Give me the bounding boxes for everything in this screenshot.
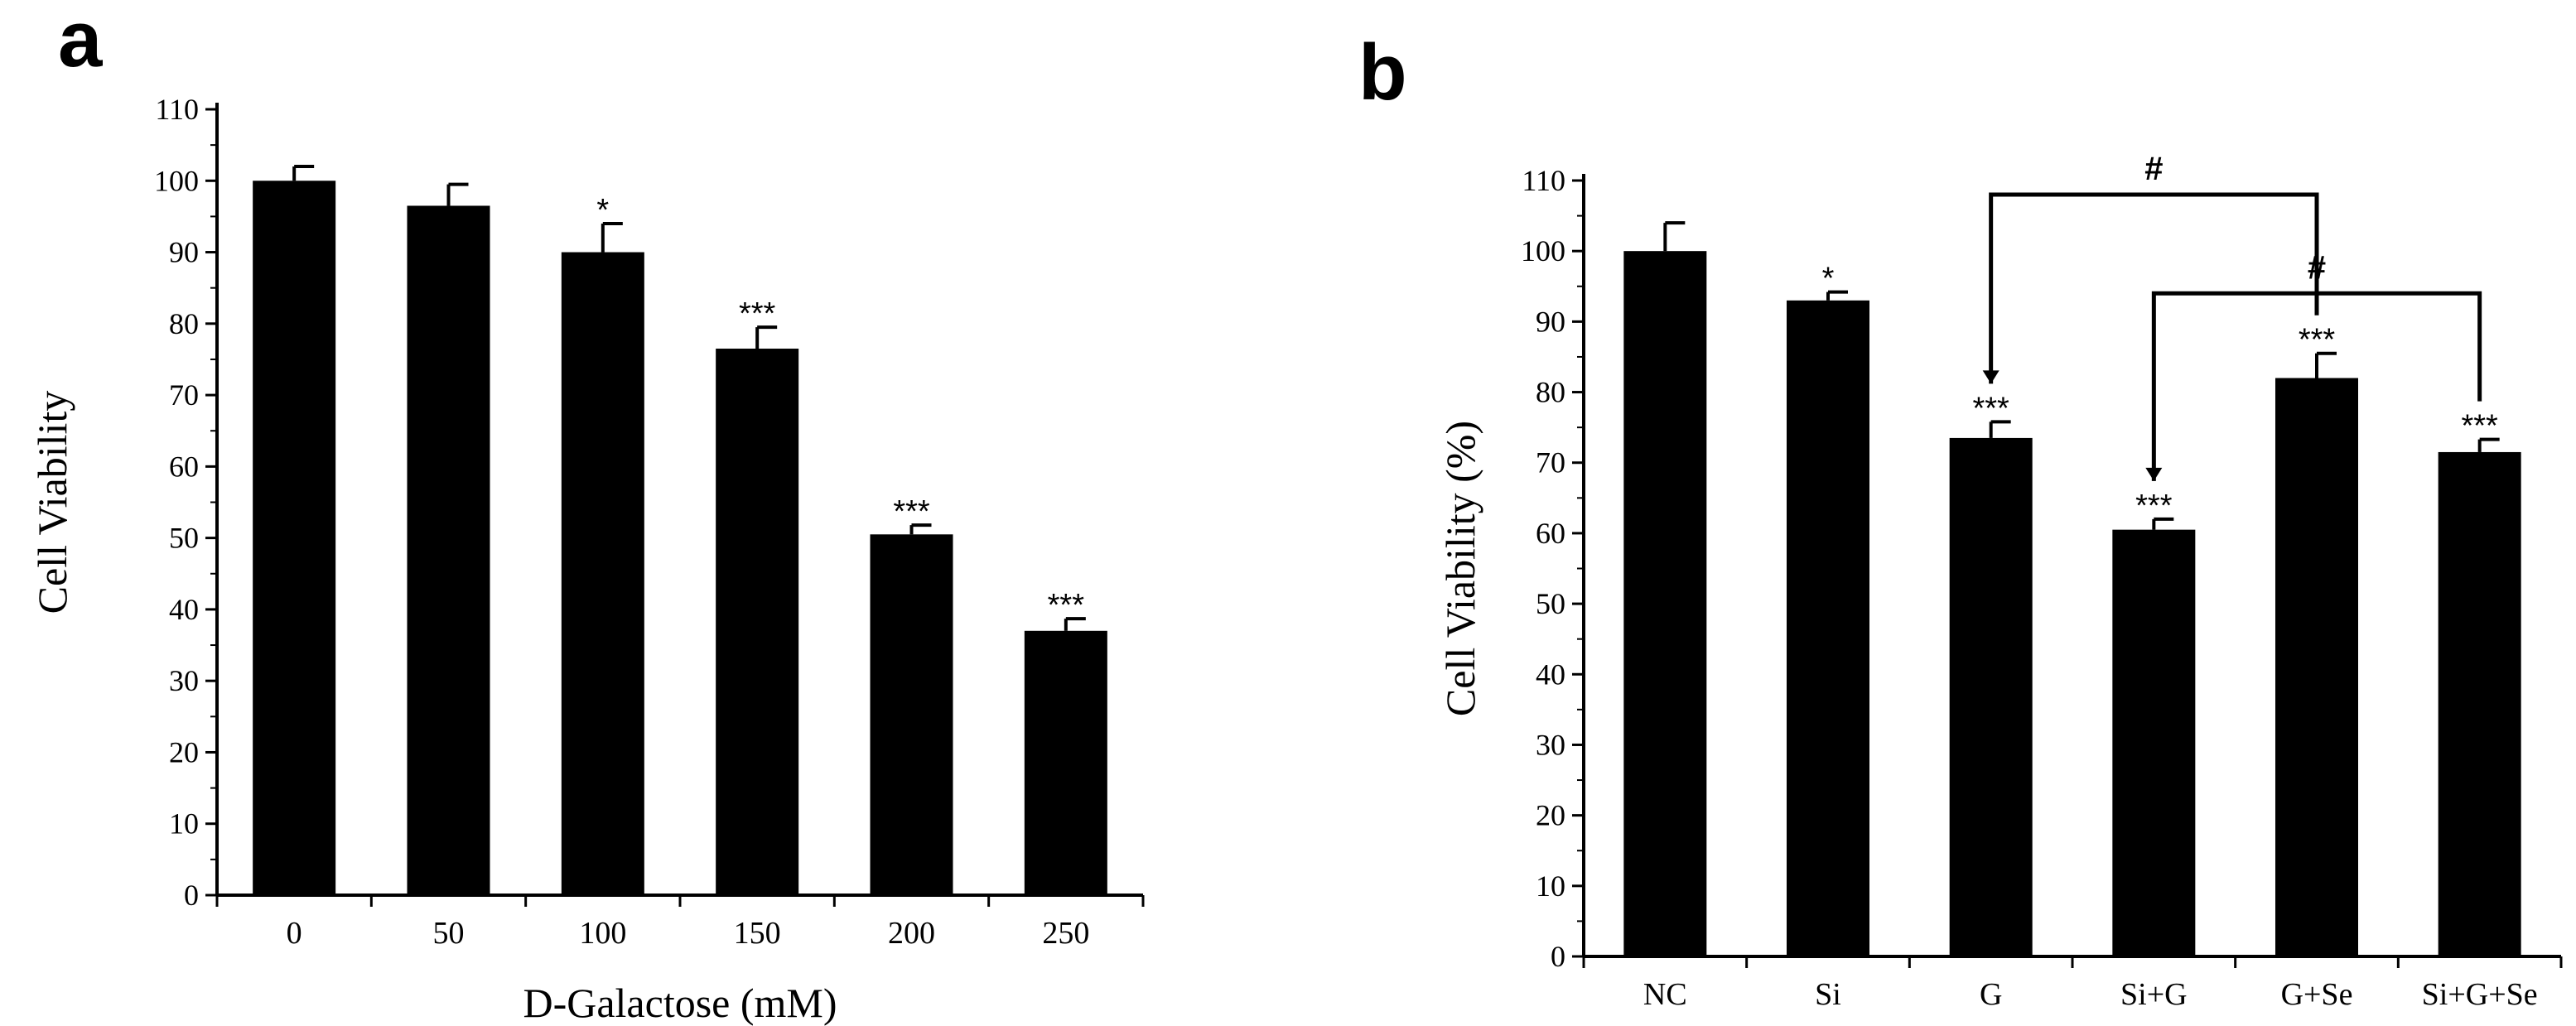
- bar-200: [870, 534, 953, 895]
- y-tick-label: 30: [1536, 728, 1565, 761]
- panel-letter-a: a: [58, 0, 103, 84]
- bar-0: [253, 181, 336, 896]
- comparison-arrowhead: [1982, 370, 2000, 384]
- significance-mark: ***: [893, 494, 930, 529]
- panel-a-chart: 0 10 20 30 40 50 60 70 80 90 100 110 Cell Viability 0…: [29, 93, 1145, 1026]
- comparison-bracket: [1989, 192, 2319, 384]
- y-tick-label: 80: [169, 307, 199, 340]
- category-label: 100: [579, 916, 626, 951]
- bar-G+Se: [2275, 378, 2358, 956]
- y-tick-label: 80: [1536, 376, 1565, 409]
- bar-150: [716, 349, 799, 895]
- significance-mark: ***: [1048, 588, 1085, 623]
- y-tick-label: 10: [169, 807, 199, 841]
- y-tick-label: 20: [169, 735, 199, 768]
- significance-mark: ***: [1972, 391, 2009, 426]
- y-tick-label: 60: [1536, 517, 1565, 550]
- y-tick-label: 50: [1536, 587, 1565, 620]
- significance-mark: *: [596, 193, 609, 228]
- y-axis-label: Cell Viability: [29, 391, 75, 614]
- significance-mark: ***: [739, 296, 776, 331]
- category-label: 150: [734, 916, 781, 951]
- bar-G: [1949, 437, 2033, 956]
- y-tick-label: 110: [1522, 164, 1565, 197]
- y-tick-label: 40: [1536, 658, 1565, 691]
- y-tick-label: 40: [169, 593, 199, 626]
- category-label: Si+G: [2120, 977, 2188, 1012]
- category-label: Si+G+Se: [2422, 977, 2538, 1012]
- y-tick-label: 60: [169, 450, 199, 483]
- y-tick-label: 70: [1536, 446, 1565, 479]
- x-axis-label: D-Galactose (mM): [523, 980, 837, 1026]
- y-tick-label: 0: [1551, 940, 1565, 973]
- category-label: 0: [287, 916, 302, 951]
- panel-b-chart: 0 10 20 30 40 50 60 70 80 90 100 110 Cell Viability …: [1437, 151, 2563, 1012]
- bar-100: [561, 252, 644, 896]
- y-tick-label: 90: [169, 236, 199, 269]
- y-tick-label: 100: [1521, 234, 1565, 267]
- comparison-bracket: [2151, 291, 2482, 481]
- significance-mark: *: [1822, 262, 1835, 296]
- comparison-label: #: [2144, 151, 2163, 187]
- comparison-arrowhead: [2145, 467, 2163, 481]
- bar-Si+G+Se: [2438, 451, 2521, 956]
- y-tick-label: 110: [155, 93, 199, 126]
- significance-mark: ***: [2135, 489, 2173, 523]
- comparison-label: #: [2308, 249, 2326, 286]
- y-tick-label: 20: [1536, 799, 1565, 832]
- y-tick-label: 90: [1536, 305, 1565, 338]
- category-label: 200: [888, 916, 935, 951]
- bar-Si+G: [2112, 529, 2196, 956]
- y-tick-label: 100: [154, 164, 199, 197]
- bar-50: [407, 205, 490, 895]
- y-tick-label: 70: [169, 378, 199, 412]
- y-tick-label: 30: [169, 664, 199, 697]
- bar-Si: [1787, 300, 1869, 956]
- y-tick-label: 10: [1536, 869, 1565, 903]
- category-label: 50: [433, 916, 465, 951]
- bar-NC: [1623, 251, 1707, 956]
- y-tick-label: 0: [184, 879, 199, 912]
- category-label: G: [1980, 977, 2002, 1012]
- bar-250: [1024, 630, 1107, 895]
- panel-letter-b: b: [1358, 28, 1407, 117]
- category-label: Si: [1815, 977, 1841, 1012]
- significance-mark: ***: [2461, 409, 2498, 444]
- category-label: 250: [1042, 916, 1089, 951]
- y-tick-label: 50: [169, 522, 199, 555]
- significance-mark: ***: [2299, 323, 2336, 358]
- y-axis-label: Cell Viability (%): [1437, 421, 1483, 716]
- category-label: NC: [1643, 977, 1687, 1012]
- category-label: G+Se: [2281, 977, 2353, 1012]
